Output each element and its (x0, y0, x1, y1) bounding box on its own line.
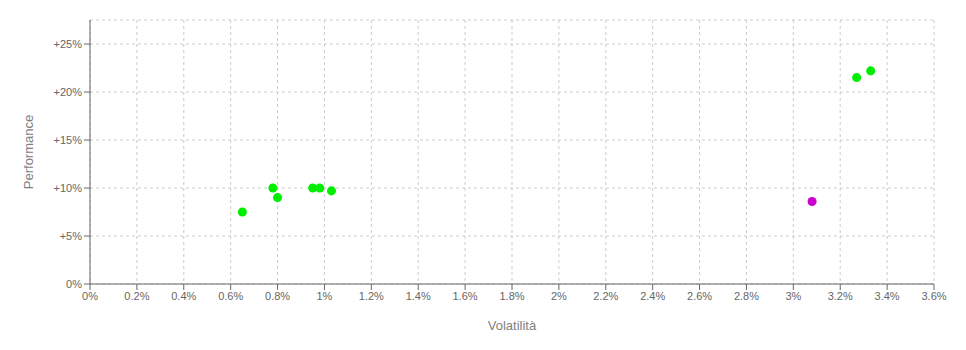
svg-text:2.8%: 2.8% (734, 290, 759, 302)
svg-text:0.4%: 0.4% (171, 290, 196, 302)
svg-text:Volatilità: Volatilità (488, 318, 537, 333)
svg-text:0.8%: 0.8% (265, 290, 290, 302)
svg-text:+20%: +20% (54, 86, 83, 98)
svg-text:0%: 0% (82, 290, 98, 302)
svg-text:0.6%: 0.6% (218, 290, 243, 302)
svg-text:+10%: +10% (54, 182, 83, 194)
svg-text:3.2%: 3.2% (828, 290, 853, 302)
svg-text:3%: 3% (785, 290, 801, 302)
svg-text:1.4%: 1.4% (406, 290, 431, 302)
svg-text:3.6%: 3.6% (921, 290, 946, 302)
svg-text:2.4%: 2.4% (640, 290, 665, 302)
svg-text:2.6%: 2.6% (687, 290, 712, 302)
svg-text:3.4%: 3.4% (875, 290, 900, 302)
svg-text:+5%: +5% (60, 230, 83, 242)
svg-text:2.2%: 2.2% (593, 290, 618, 302)
svg-text:1.8%: 1.8% (499, 290, 524, 302)
svg-text:+25%: +25% (54, 38, 83, 50)
svg-text:2%: 2% (551, 290, 567, 302)
svg-text:0.2%: 0.2% (124, 290, 149, 302)
svg-text:1%: 1% (316, 290, 332, 302)
svg-text:Performance: Performance (21, 115, 36, 189)
svg-text:1.2%: 1.2% (359, 290, 384, 302)
svg-text:0%: 0% (66, 278, 82, 290)
svg-text:+15%: +15% (54, 134, 83, 146)
svg-text:1.6%: 1.6% (453, 290, 478, 302)
